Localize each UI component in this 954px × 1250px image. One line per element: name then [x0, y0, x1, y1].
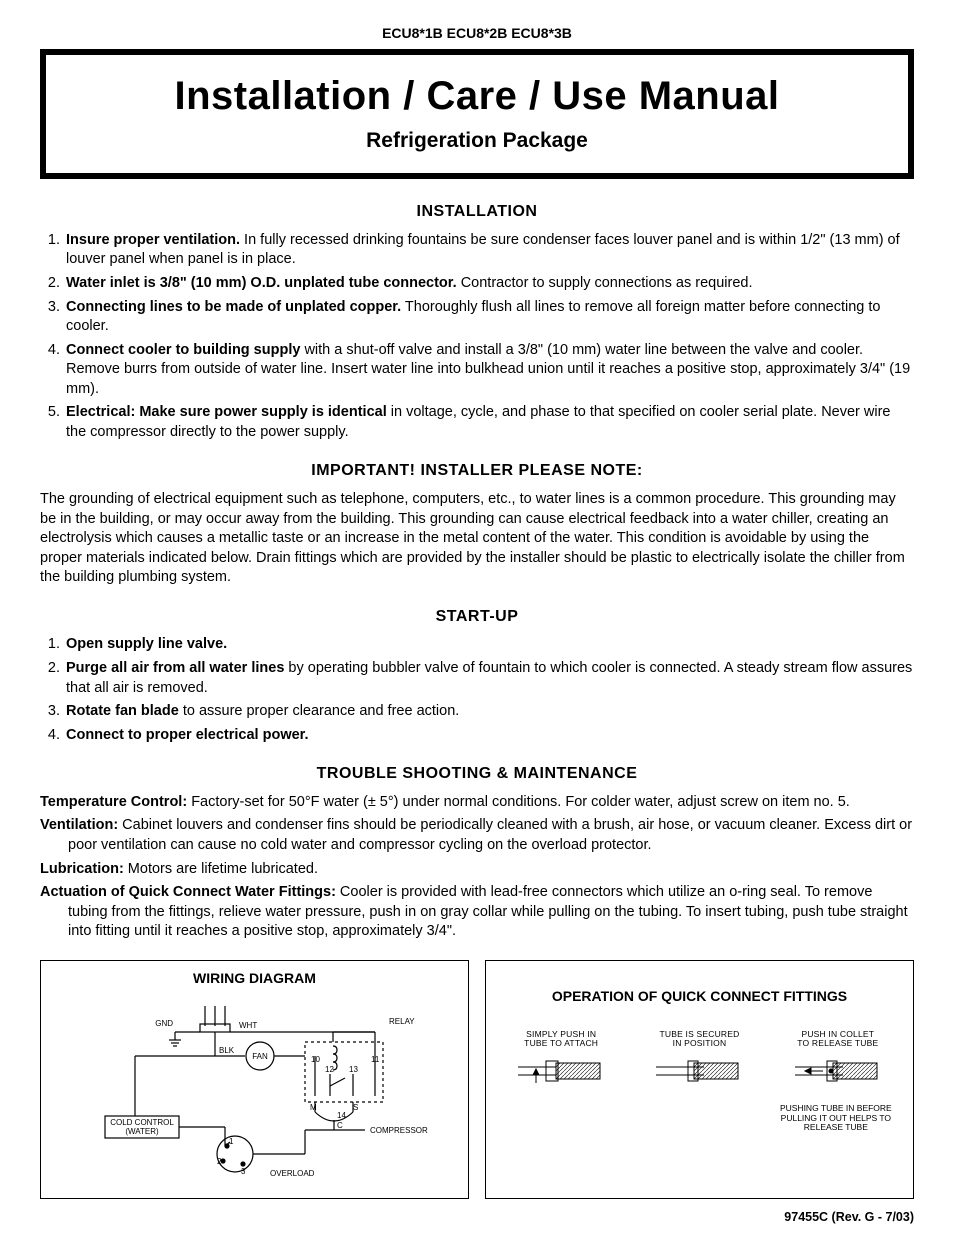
quick-connect-steps: SIMPLY PUSH INTUBE TO ATTACH TUBE IS SEC… — [496, 1030, 903, 1096]
svg-text:S: S — [353, 1103, 358, 1112]
qc-caption: PUSH IN COLLETTO RELEASE TUBE — [773, 1030, 903, 1050]
item-lead: Actuation of Quick Connect Water Fitting… — [40, 884, 336, 900]
svg-text:COMPRESSOR: COMPRESSOR — [370, 1126, 428, 1135]
svg-text:11: 11 — [371, 1055, 380, 1064]
installation-list: Insure proper ventilation. In fully rece… — [40, 231, 914, 443]
item-lead: Connecting lines to be made of unplated … — [66, 299, 401, 315]
svg-text:BLK: BLK — [219, 1046, 235, 1055]
item-lead: Electrical: Make sure power supply is id… — [66, 404, 387, 420]
svg-text:12: 12 — [325, 1065, 334, 1074]
diagram-row: WIRING DIAGRAM — [40, 960, 914, 1199]
qc-fitting-icon — [516, 1055, 606, 1089]
model-header: ECU8*1B ECU8*2B ECU8*3B — [40, 24, 914, 43]
installation-heading: INSTALLATION — [40, 201, 914, 223]
qc-step: TUBE IS SECUREDIN POSITION — [634, 1030, 764, 1096]
item-rest: Factory-set for 50°F water (± 5°) under … — [187, 794, 850, 810]
item-lead: Temperature Control: — [40, 794, 187, 810]
quick-connect-box: OPERATION OF QUICK CONNECT FITTINGS SIMP… — [485, 960, 914, 1199]
trouble-item: Temperature Control: Factory-set for 50°… — [40, 793, 914, 813]
svg-text:1: 1 — [229, 1137, 234, 1146]
item-lead: Connect cooler to building supply — [66, 342, 300, 358]
qc-fitting-icon — [654, 1055, 744, 1089]
svg-text:GND: GND — [155, 1019, 173, 1028]
item-rest: Cabinet louvers and condenser fins shoul… — [68, 817, 912, 853]
svg-text:C: C — [337, 1121, 343, 1130]
list-item: Connect to proper electrical power. — [64, 726, 914, 746]
list-item: Connect cooler to building supply with a… — [64, 341, 914, 400]
svg-text:OVERLOAD: OVERLOAD — [270, 1169, 315, 1178]
title-sub: Refrigeration Package — [56, 127, 898, 155]
svg-text:COLD CONTROL: COLD CONTROL — [110, 1118, 174, 1127]
svg-text:FAN: FAN — [252, 1052, 268, 1061]
wiring-diagram-box: WIRING DIAGRAM — [40, 960, 469, 1199]
list-item: Insure proper ventilation. In fully rece… — [64, 231, 914, 270]
item-lead: Lubrication: — [40, 861, 124, 877]
qc-step: PUSH IN COLLETTO RELEASE TUBE — [773, 1030, 903, 1096]
item-lead: Ventilation: — [40, 817, 118, 833]
installer-note-body: The grounding of electrical equipment su… — [40, 490, 914, 588]
trouble-item: Lubrication: Motors are lifetime lubrica… — [40, 860, 914, 880]
wiring-title: WIRING DIAGRAM — [51, 969, 458, 988]
startup-heading: START-UP — [40, 606, 914, 628]
item-lead: Water inlet is 3/8" (10 mm) O.D. unplate… — [66, 275, 457, 291]
qc-note: PUSHING TUBE IN BEFORE PULLING IT OUT HE… — [769, 1104, 903, 1133]
item-lead: Open supply line valve. — [66, 636, 227, 652]
svg-text:RELAY: RELAY — [389, 1017, 415, 1026]
list-item: Water inlet is 3/8" (10 mm) O.D. unplate… — [64, 274, 914, 294]
svg-text:(WATER): (WATER) — [125, 1127, 159, 1136]
trouble-heading: TROUBLE SHOOTING & MAINTENANCE — [40, 763, 914, 785]
item-lead: Purge all air from all water lines — [66, 660, 284, 676]
svg-text:13: 13 — [349, 1065, 358, 1074]
list-item: Open supply line valve. — [64, 635, 914, 655]
wiring-diagram-svg: GND WHT BLK FAN RELAY 10 12 13 11 M S C … — [75, 996, 435, 1186]
qc-caption: SIMPLY PUSH INTUBE TO ATTACH — [496, 1030, 626, 1050]
item-rest: Motors are lifetime lubricated. — [124, 861, 318, 877]
trouble-item: Actuation of Quick Connect Water Fitting… — [40, 883, 914, 942]
item-rest: Contractor to supply connections as requ… — [457, 275, 753, 291]
title-main: Installation / Care / Use Manual — [56, 69, 898, 123]
list-item: Connecting lines to be made of unplated … — [64, 298, 914, 337]
quick-connect-title: OPERATION OF QUICK CONNECT FITTINGS — [496, 987, 903, 1006]
qc-caption: TUBE IS SECUREDIN POSITION — [634, 1030, 764, 1050]
list-item: Purge all air from all water lines by op… — [64, 659, 914, 698]
item-lead: Insure proper ventilation. — [66, 232, 240, 248]
svg-text:3: 3 — [241, 1167, 246, 1176]
list-item: Electrical: Make sure power supply is id… — [64, 403, 914, 442]
startup-list: Open supply line valve. Purge all air fr… — [40, 635, 914, 745]
svg-text:M: M — [310, 1103, 317, 1112]
footer-rev: 97455C (Rev. G - 7/03) — [40, 1209, 914, 1226]
svg-text:14: 14 — [337, 1111, 346, 1120]
title-box: Installation / Care / Use Manual Refrige… — [40, 49, 914, 179]
trouble-item: Ventilation: Cabinet louvers and condens… — [40, 816, 914, 855]
qc-step: SIMPLY PUSH INTUBE TO ATTACH — [496, 1030, 626, 1096]
list-item: Rotate fan blade to assure proper cleara… — [64, 702, 914, 722]
trouble-list: Temperature Control: Factory-set for 50°… — [40, 793, 914, 942]
svg-text:10: 10 — [311, 1055, 320, 1064]
svg-text:WHT: WHT — [239, 1021, 257, 1030]
installer-note-heading: IMPORTANT! INSTALLER PLEASE NOTE: — [40, 460, 914, 482]
item-rest: to assure proper clearance and free acti… — [179, 703, 460, 719]
item-lead: Connect to proper electrical power. — [66, 727, 309, 743]
svg-text:2: 2 — [217, 1157, 222, 1166]
qc-fitting-icon — [793, 1055, 883, 1089]
item-lead: Rotate fan blade — [66, 703, 179, 719]
